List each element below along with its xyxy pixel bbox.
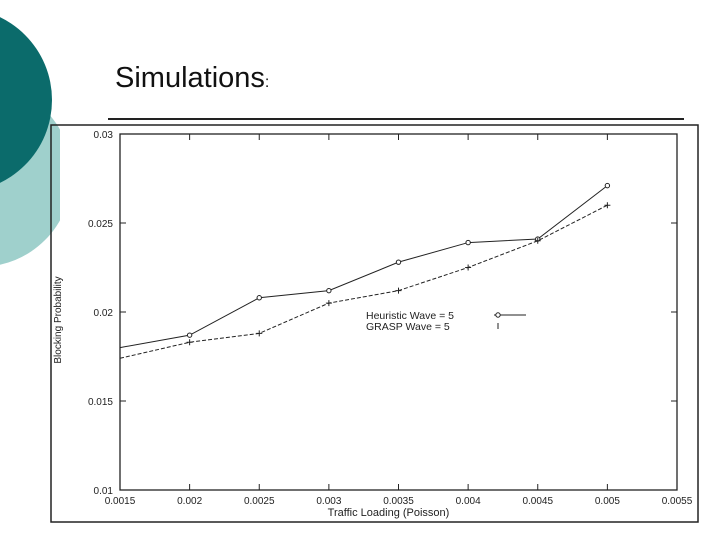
series-1-point xyxy=(604,182,611,189)
y-tick-label: 0.01 xyxy=(94,486,114,497)
blocking-probability-chart: 0.0015 0.002 0.0025 0.003 0.0035 0.004 0.0045 0… xyxy=(50,124,699,523)
series-2-point xyxy=(256,330,263,337)
series-line-2 xyxy=(119,204,608,359)
legend-label-2: GRASP Wave = 5 xyxy=(366,321,450,333)
series-2-point xyxy=(604,202,611,209)
series-2-point xyxy=(395,287,402,294)
y-tick-label: 0.03 xyxy=(94,130,114,141)
series-2-point xyxy=(325,300,332,307)
x-axis-title: Traffic Loading (Poisson) xyxy=(328,507,450,519)
x-tick-label: 0.0015 xyxy=(105,496,136,507)
series-1-point xyxy=(465,239,471,246)
y-tick-label: 0.015 xyxy=(88,397,113,408)
series-1-point xyxy=(256,295,262,301)
x-tick-label: 0.004 xyxy=(456,496,481,507)
legend-label-1: Heuristic Wave = 5 xyxy=(366,310,454,322)
y-tick-label: 0.02 xyxy=(94,308,114,319)
x-tick-label: 0.005 xyxy=(595,496,620,507)
x-tick-label: 0.0045 xyxy=(522,496,553,507)
series-1-point xyxy=(186,332,193,338)
title-divider xyxy=(108,118,684,120)
figure-border xyxy=(50,124,699,523)
x-tick-label: 0.0055 xyxy=(662,496,693,507)
x-tick-label: 0.003 xyxy=(316,496,341,507)
series-2-point xyxy=(465,264,472,271)
y-tick-label: 0.025 xyxy=(88,219,113,230)
decoration-circle-dark xyxy=(0,17,52,183)
slide-decoration xyxy=(0,17,60,265)
x-tick-label: 0.0035 xyxy=(383,496,414,507)
slide-title: Simulations: xyxy=(115,62,269,95)
series-2-point xyxy=(534,237,541,244)
legend-marker-1 xyxy=(495,312,501,318)
series-2-point xyxy=(186,339,193,346)
y-axis-title: Blocking Probability xyxy=(53,276,64,363)
x-tick-label: 0.002 xyxy=(177,496,202,507)
slide-title-text: Simulations xyxy=(115,62,265,94)
series-1-point xyxy=(395,259,402,265)
slide-title-colon: : xyxy=(264,74,270,91)
series-1-point xyxy=(326,287,332,294)
x-tick-label: 0.0025 xyxy=(244,496,275,507)
series-line-1 xyxy=(119,185,608,349)
